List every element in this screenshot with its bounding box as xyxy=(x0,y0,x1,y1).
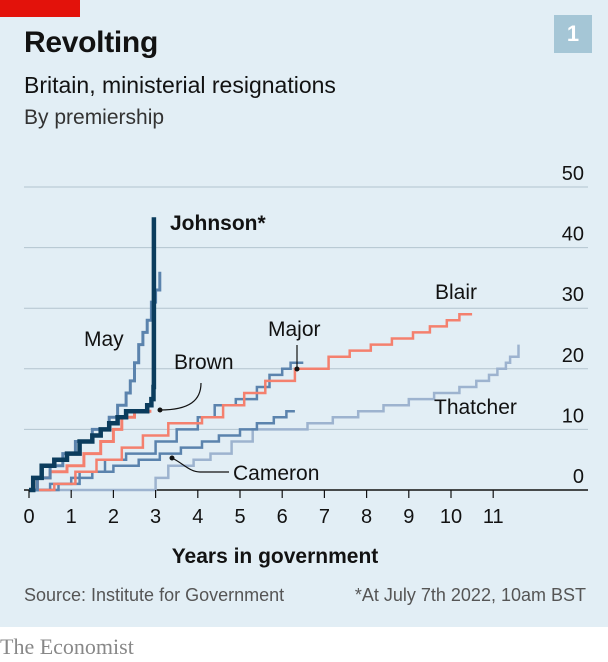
y-tick-label-30: 30 xyxy=(562,284,584,306)
y-tick-labels: 0 10 20 30 40 50 xyxy=(562,163,584,488)
publisher-brand: The Economist xyxy=(0,634,134,659)
series-line-cameron xyxy=(29,409,295,492)
x-tick-label-3: 3 xyxy=(150,506,161,528)
x-tick-label-7: 7 xyxy=(319,506,330,528)
source-note: Source: Institute for Government xyxy=(24,585,285,605)
x-tick-label-10: 10 xyxy=(440,506,462,528)
series-lines xyxy=(29,217,520,493)
y-tick-label-0: 0 xyxy=(573,466,584,488)
x-tick-label-11: 11 xyxy=(483,506,504,528)
chart-number-badge: 1 xyxy=(554,15,592,53)
x-axis-label: Years in government xyxy=(172,545,379,568)
series-annotations: Johnson* May Brown Major Blair Thatcher Camero… xyxy=(84,212,517,485)
x-tick-label-8: 8 xyxy=(361,506,372,528)
series-label-cameron: Cameron xyxy=(233,462,319,485)
y-tick-label-10: 10 xyxy=(562,405,584,427)
x-tick-label-1: 1 xyxy=(66,506,77,528)
x-tick-label-2: 2 xyxy=(108,506,119,528)
x-tick-label-4: 4 xyxy=(192,506,203,528)
chart-subtitle: Britain, ministerial resignations xyxy=(24,72,336,98)
x-tick-label-6: 6 xyxy=(277,506,288,528)
chart-panel xyxy=(0,0,608,627)
leader-line-cameron xyxy=(171,457,229,473)
x-axis: 0 1 2 3 4 5 6 7 8 9 10 11 xyxy=(23,490,504,528)
x-tick-label-9: 9 xyxy=(403,506,414,528)
series-line-blair xyxy=(29,313,473,492)
leader-dot-cameron xyxy=(169,455,175,461)
series-line-may xyxy=(29,271,162,492)
series-label-may: May xyxy=(84,328,124,351)
chart-subsubtitle: By premiership xyxy=(24,106,165,129)
x-tick-label-0: 0 xyxy=(23,506,34,528)
y-tick-label-20: 20 xyxy=(562,345,584,367)
series-line-thatcher xyxy=(29,344,520,492)
leader-dot-brown xyxy=(157,407,163,413)
economist-red-tag xyxy=(0,0,80,17)
series-line-johnson xyxy=(29,217,157,493)
leader-line-brown xyxy=(159,382,202,411)
series-label-thatcher: Thatcher xyxy=(434,396,517,419)
series-label-brown: Brown xyxy=(174,351,234,374)
leader-dot-major xyxy=(294,366,300,372)
series-label-johnson: Johnson* xyxy=(170,212,266,235)
chart-title: Revolting xyxy=(24,26,158,59)
footnote: *At July 7th 2022, 10am BST xyxy=(354,585,586,605)
x-tick-label-5: 5 xyxy=(234,506,245,528)
y-tick-label-40: 40 xyxy=(562,224,584,246)
series-label-blair: Blair xyxy=(435,281,477,304)
series-label-major: Major xyxy=(268,318,321,341)
y-tick-label-50: 50 xyxy=(562,163,584,185)
